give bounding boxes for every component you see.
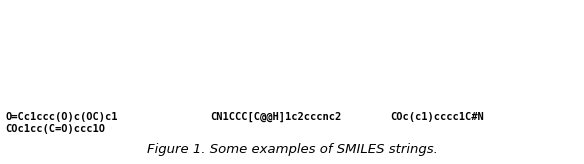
Text: CN1CCC[C@@H]1c2cccnc2: CN1CCC[C@@H]1c2cccnc2: [210, 112, 341, 122]
Text: COc(c1)cccc1C#N: COc(c1)cccc1C#N: [390, 112, 484, 122]
Text: O=Cc1ccc(O)c(OC)c1
COc1cc(C=O)ccc1O: O=Cc1ccc(O)c(OC)c1 COc1cc(C=O)ccc1O: [5, 112, 117, 134]
Text: Figure 1. Some examples of SMILES strings.: Figure 1. Some examples of SMILES string…: [147, 143, 437, 156]
